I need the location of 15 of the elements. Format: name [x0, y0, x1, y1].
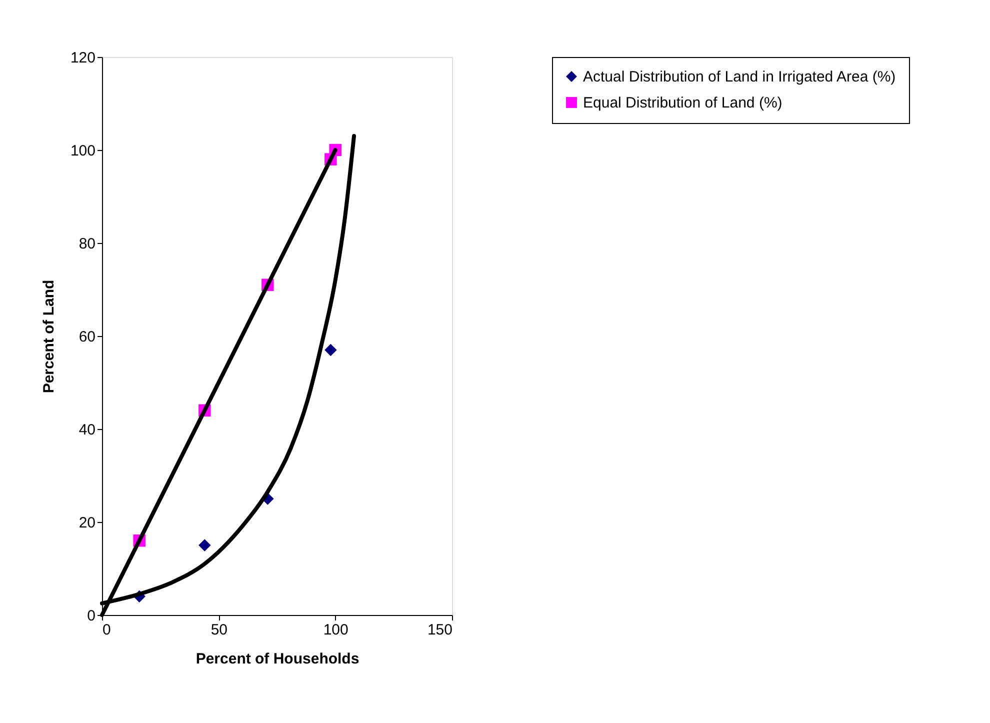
y-tick-label: 120: [70, 50, 96, 66]
x-tick-label: 150: [427, 622, 452, 638]
y-axis-title: Percent of Land: [40, 280, 58, 394]
legend-label: Equal Distribution of Land (%): [583, 94, 782, 112]
y-tick-label: 20: [78, 514, 96, 532]
y-tick-label: 80: [78, 236, 96, 252]
y-tick-label: 0: [87, 608, 96, 624]
x-axis-title: Percent of Households: [196, 650, 360, 668]
legend-label: Actual Distribution of Land in Irrigated Area (%): [583, 68, 896, 86]
x-tick-label: 100: [323, 622, 348, 638]
x-tick-label: 0: [102, 622, 111, 638]
x-tick-label: 50: [210, 622, 228, 638]
y-tick-label: 60: [78, 328, 96, 346]
y-tick-label: 100: [70, 142, 96, 160]
y-tick-label: 40: [78, 422, 96, 438]
